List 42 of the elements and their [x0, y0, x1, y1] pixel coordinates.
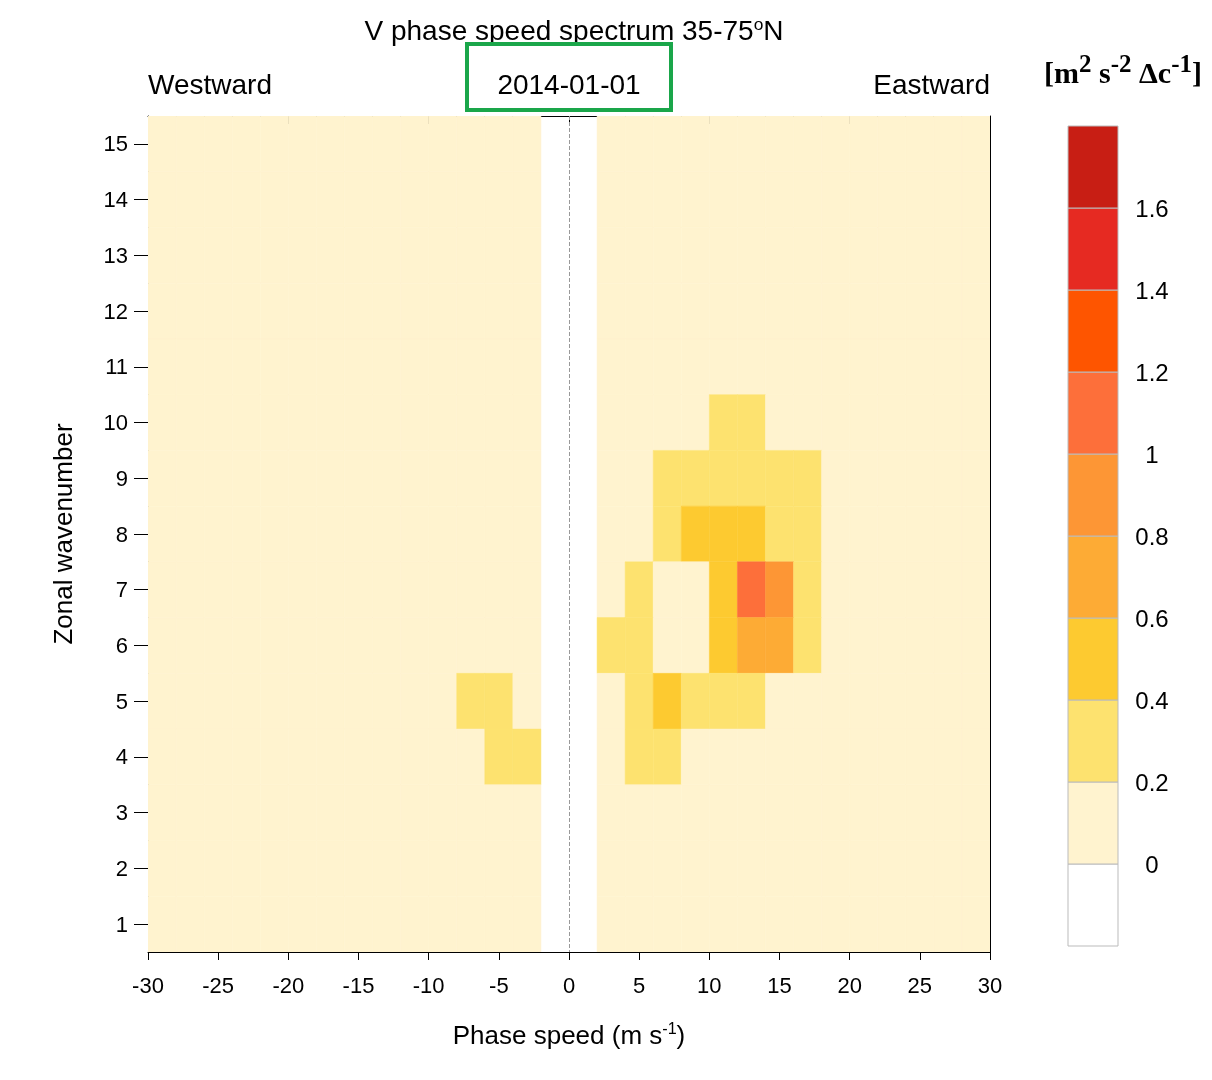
x-tick-label: -5	[489, 972, 509, 998]
y-tick-label: 3	[115, 800, 128, 826]
y-tick-label: 7	[115, 577, 128, 603]
color-bar-label: 1.4	[1135, 276, 1169, 304]
x-tick-label: 10	[697, 972, 722, 998]
x-tick-label: -30	[132, 972, 164, 998]
y-tick-label: 5	[115, 688, 128, 714]
y-tick-label: 15	[103, 131, 128, 157]
x-tick-label: 5	[633, 972, 646, 998]
x-tick-label: -15	[342, 972, 375, 998]
color-bar-label: 0.6	[1135, 604, 1169, 632]
y-tick-label: 4	[115, 744, 128, 770]
y-tick-label: 6	[115, 632, 128, 658]
color-bar-title: [m$^{2}$ s$^{-2}$ Δc$^{-1}$]	[1044, 50, 1202, 90]
color-bar-label: 1.6	[1135, 194, 1169, 222]
color-bar-label: 0.8	[1135, 522, 1169, 550]
text: Eastward	[873, 68, 990, 100]
x-tick-label: 20	[837, 972, 862, 998]
text: 2014-01-01	[497, 68, 641, 100]
y-tick-label: 14	[103, 187, 128, 213]
y-tick-label: 1	[115, 911, 128, 937]
x-tick-label: 25	[907, 972, 933, 998]
y-tick-label: 12	[103, 298, 128, 324]
x-tick-label: 30	[977, 972, 1003, 998]
y-tick-label: 10	[103, 410, 128, 436]
text: Westward	[148, 68, 272, 100]
color-bar-label: 1.2	[1135, 358, 1169, 386]
color-bar-label: 1	[1145, 440, 1159, 468]
y-tick-label: 2	[115, 855, 128, 881]
x-tick-label: 0	[562, 972, 576, 998]
y-axis-title: Zonal wavenumber	[48, 423, 78, 645]
x-tick-label: -10	[412, 972, 445, 998]
x-tick-label: 15	[767, 972, 792, 998]
y-tick-label: 11	[105, 354, 128, 380]
x-tick-label: -20	[272, 972, 305, 998]
x-tick-label: -25	[202, 972, 235, 998]
color-bar-label: 0.4	[1135, 686, 1169, 714]
y-tick-label: 13	[103, 242, 128, 268]
y-tick-label: 9	[115, 465, 128, 491]
color-bar-label: 0.2	[1135, 768, 1169, 796]
color-bar-label: 0	[1145, 850, 1159, 878]
y-tick-label: 8	[115, 521, 128, 547]
